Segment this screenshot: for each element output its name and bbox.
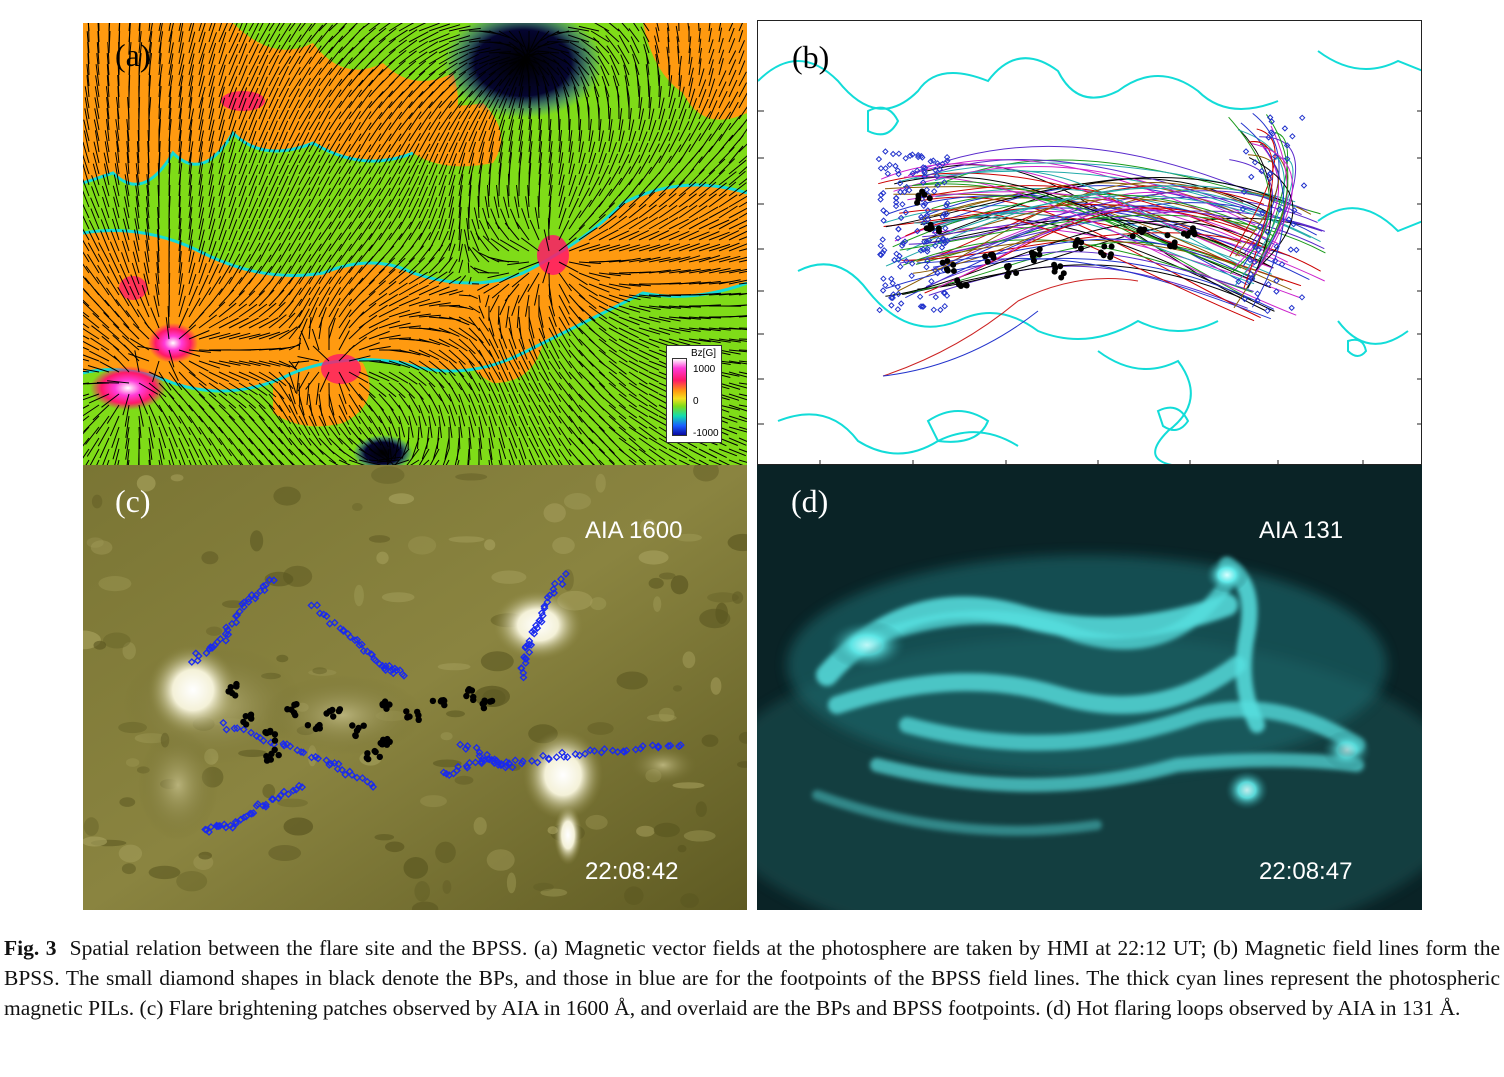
- aia131-image: [757, 465, 1422, 910]
- panel-d-aia131-image: (d) AIA 131 22:08:47: [757, 465, 1422, 910]
- panel-c-aia1600-image: (c) AIA 1600 22:08:42: [83, 465, 747, 910]
- bz-colorbar-legend: Bz[G] 1000 0 -1000: [666, 345, 722, 443]
- figure-caption: Fig. 3 Spatial relation between the flar…: [4, 933, 1500, 1023]
- panel-label-c: (c): [115, 483, 151, 519]
- panel-label-d: (d): [791, 483, 829, 519]
- legend-title: Bz[G]: [691, 348, 717, 359]
- legend-tick-low: -1000: [693, 428, 719, 439]
- legend-color-bar: [672, 358, 687, 436]
- panel-label-a: (a): [115, 37, 151, 73]
- panel-a-vector-field-map: (a) Bz[G] 1000 0 -1000: [83, 23, 747, 465]
- figure-number: Fig. 3: [4, 936, 57, 960]
- panel-b-field-lines: (b): [757, 20, 1422, 465]
- vector-field-image: [83, 23, 747, 465]
- panel-label-b: (b): [792, 39, 830, 75]
- field-lines-plot: [758, 50, 1421, 464]
- legend-tick-zero: 0: [693, 396, 699, 407]
- timestamp-label-c: 22:08:42: [585, 858, 679, 885]
- instrument-label-c: AIA 1600: [585, 517, 683, 544]
- instrument-label-d: AIA 131: [1259, 517, 1344, 544]
- aia1600-image: [83, 465, 747, 910]
- timestamp-label-d: 22:08:47: [1259, 858, 1353, 885]
- caption-text: Spatial relation between the flare site …: [4, 936, 1501, 1020]
- legend-tick-high: 1000: [693, 364, 716, 375]
